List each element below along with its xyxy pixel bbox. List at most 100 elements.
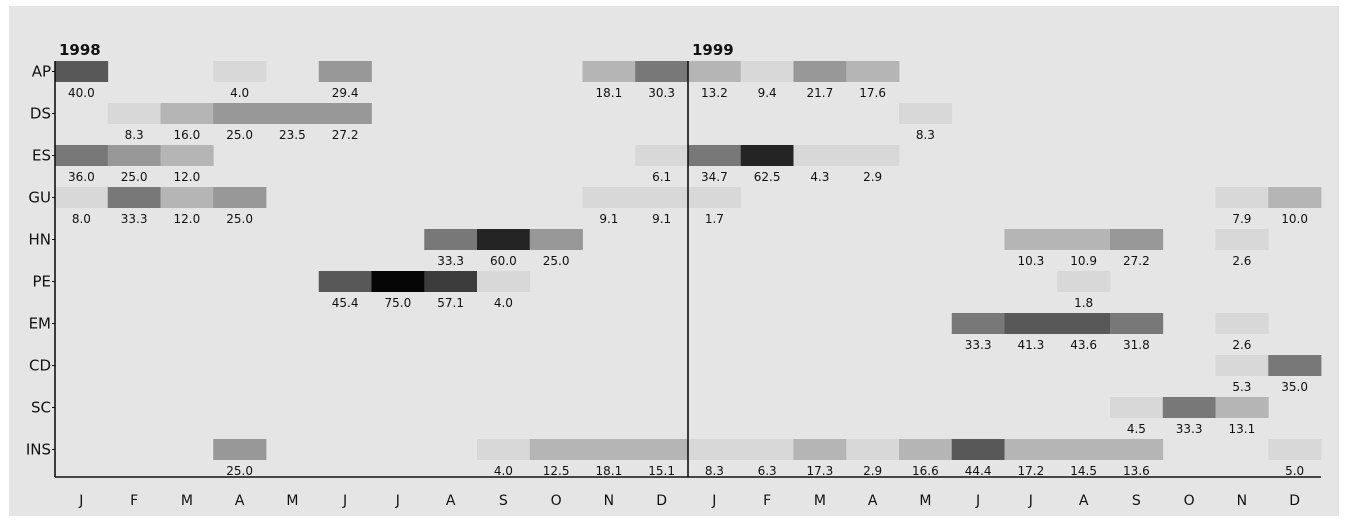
heatmap-cell [846, 439, 900, 460]
heatmap-cell [107, 103, 161, 124]
month-label: J [342, 493, 347, 509]
heatmap-cell [635, 145, 689, 166]
heatmap-cell [107, 145, 161, 166]
row-label-pe: PE [32, 273, 51, 291]
heatmap-cell [740, 145, 794, 166]
heatmap-cell [951, 439, 1005, 460]
cell-value-label: 27.2 [332, 128, 359, 142]
month-label: F [763, 493, 771, 509]
cell-value-label: 8.3 [916, 128, 935, 142]
heatmap-cell [107, 187, 161, 208]
cell-value-label: 1.8 [1074, 296, 1093, 310]
heatmap-cells [55, 61, 1322, 460]
row-label-es: ES [32, 147, 51, 165]
row-label-cd: CD [29, 357, 51, 375]
cell-value-label: 29.4 [332, 86, 359, 100]
month-label: F [130, 493, 138, 509]
heatmap-cell [899, 103, 953, 124]
cell-value-label: 75.0 [385, 296, 412, 310]
row-label-hn: HN [29, 231, 52, 249]
cell-value-label: 2.9 [863, 464, 882, 478]
cell-value-label: 25.0 [226, 212, 253, 226]
heatmap-cell [1057, 229, 1111, 250]
heatmap-cell [1110, 229, 1164, 250]
cell-value-label: 4.0 [494, 464, 513, 478]
heatmap-cell [1215, 187, 1269, 208]
heatmap-cell [424, 271, 478, 292]
heatmap-cell [1215, 397, 1269, 418]
heatmap-cell [635, 439, 689, 460]
cell-value-label: 10.0 [1281, 212, 1308, 226]
cell-value-label: 4.0 [230, 86, 249, 100]
cell-value-label: 8.3 [125, 128, 144, 142]
cell-value-label: 13.2 [701, 86, 728, 100]
heatmap-chart: 40.0 4.0 29.4 18.1 30.3 13.2 9.4 21.7 17.6 8.3 16.… [26, 41, 1322, 509]
cell-value-label: 18.1 [596, 86, 623, 100]
heatmap-cell [582, 187, 636, 208]
heatmap-cell [582, 439, 636, 460]
heatmap-cell [1004, 439, 1058, 460]
heatmap-cell [1110, 439, 1164, 460]
month-label: N [1237, 493, 1247, 509]
month-label: M [181, 493, 193, 509]
cell-value-label: 6.3 [758, 464, 777, 478]
cell-value-label: 60.0 [490, 254, 517, 268]
heatmap-cell [1110, 313, 1164, 334]
heatmap-cell [318, 61, 372, 82]
heatmap-cell [1268, 187, 1322, 208]
cell-value-label: 17.3 [807, 464, 834, 478]
cell-value-label: 31.8 [1123, 338, 1150, 352]
heatmap-cell [1268, 439, 1322, 460]
cell-value-label: 9.4 [758, 86, 777, 100]
heatmap-cell [266, 103, 320, 124]
cell-value-label: 23.5 [279, 128, 306, 142]
month-label: J [711, 493, 716, 509]
cell-value-label: 13.6 [1123, 464, 1150, 478]
cell-value-label: 34.7 [701, 170, 728, 184]
heatmap-cell [1057, 271, 1111, 292]
cell-value-label: 5.0 [1285, 464, 1304, 478]
month-label: J [975, 493, 980, 509]
month-label: S [499, 493, 508, 509]
heatmap-cell [213, 103, 267, 124]
cell-value-label: 43.6 [1070, 338, 1097, 352]
heatmap-cell [793, 439, 847, 460]
cell-value-label: 35.0 [1281, 380, 1308, 394]
cell-value-label: 33.3 [1176, 422, 1203, 436]
heatmap-cell [1110, 397, 1164, 418]
heatmap-cell [1162, 397, 1216, 418]
cell-value-label: 18.1 [596, 464, 623, 478]
cell-value-label: 21.7 [807, 86, 834, 100]
cell-value-label: 33.3 [121, 212, 148, 226]
cell-value-label: 12.0 [174, 212, 201, 226]
cell-value-label: 25.0 [121, 170, 148, 184]
row-label-sc: SC [31, 399, 51, 417]
heatmap-cell [582, 61, 636, 82]
heatmap-cell [740, 439, 794, 460]
cell-value-label: 62.5 [754, 170, 781, 184]
month-label: J [78, 493, 83, 509]
cell-value-label: 4.0 [494, 296, 513, 310]
year-label-1998: 1998 [59, 41, 101, 59]
cell-value-label: 14.5 [1070, 464, 1097, 478]
heatmap-cell [740, 61, 794, 82]
heatmap-cell [899, 439, 953, 460]
cell-value-label: 6.1 [652, 170, 671, 184]
cell-value-label: 12.0 [174, 170, 201, 184]
month-label: S [1132, 493, 1141, 509]
heatmap-cell [477, 439, 531, 460]
cell-value-label: 57.1 [437, 296, 464, 310]
heatmap-cell [318, 271, 372, 292]
heatmap-cell [55, 61, 109, 82]
cell-value-label: 17.6 [859, 86, 886, 100]
heatmap-cell [1215, 229, 1269, 250]
cell-value-label: 41.3 [1018, 338, 1045, 352]
heatmap-cell [1004, 229, 1058, 250]
row-label-em: EM [29, 315, 51, 333]
heatmap-cell [55, 145, 109, 166]
heatmap-cell [1004, 313, 1058, 334]
heatmap-cell [688, 145, 742, 166]
month-label: M [919, 493, 931, 509]
heatmap-cell [529, 229, 583, 250]
heatmap-cell [477, 229, 531, 250]
